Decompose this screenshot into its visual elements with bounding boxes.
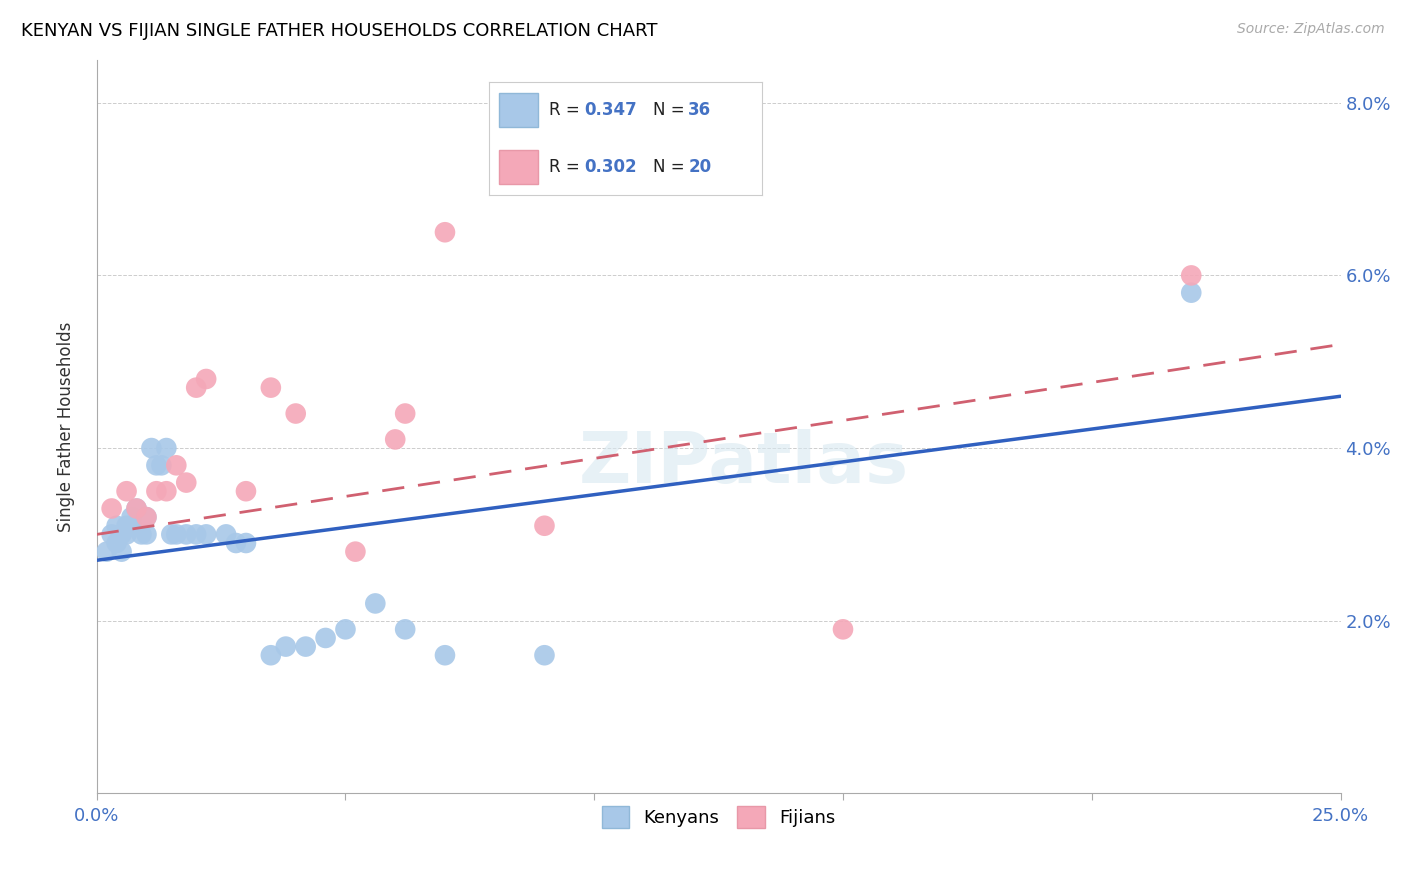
Point [533, 518, 555, 533]
Point [195, 527, 218, 541]
Point [155, 484, 177, 499]
Point [186, 527, 208, 541]
Point [394, 623, 416, 637]
Point [125, 501, 148, 516]
Point [135, 510, 157, 524]
Point [215, 527, 238, 541]
Point [235, 484, 257, 499]
Point [100, 501, 122, 516]
Point [384, 433, 406, 447]
Point [274, 640, 297, 654]
Point [160, 527, 183, 541]
Point [145, 484, 167, 499]
Point [364, 596, 387, 610]
Point [155, 441, 177, 455]
Point [115, 518, 138, 533]
Point [105, 536, 128, 550]
Text: ZIPatlas: ZIPatlas [578, 429, 908, 498]
Point [105, 518, 128, 533]
Point [110, 544, 132, 558]
Point [125, 501, 148, 516]
Point [1180, 285, 1202, 300]
Point [150, 458, 173, 473]
Text: KENYAN VS FIJIAN SINGLE FATHER HOUSEHOLDS CORRELATION CHART: KENYAN VS FIJIAN SINGLE FATHER HOUSEHOLD… [21, 22, 658, 40]
Point [394, 407, 416, 421]
Point [174, 527, 197, 541]
Point [135, 527, 157, 541]
Point [110, 527, 132, 541]
Point [225, 536, 247, 550]
Point [100, 527, 122, 541]
Point [260, 648, 283, 663]
Point [315, 631, 337, 645]
Point [135, 510, 157, 524]
Point [294, 640, 316, 654]
Point [186, 381, 208, 395]
Y-axis label: Single Father Households: Single Father Households [58, 321, 75, 532]
Point [165, 527, 187, 541]
Text: Source: ZipAtlas.com: Source: ZipAtlas.com [1237, 22, 1385, 37]
Point [335, 623, 357, 637]
Point [96, 544, 118, 558]
Point [121, 518, 143, 533]
Point [121, 510, 143, 524]
Point [195, 372, 218, 386]
Point [174, 475, 197, 490]
Point [344, 544, 367, 558]
Point [433, 225, 456, 239]
Point [131, 527, 153, 541]
Point [284, 407, 307, 421]
Point [433, 648, 456, 663]
Point [145, 458, 167, 473]
Point [533, 648, 555, 663]
Point [115, 527, 138, 541]
Point [165, 458, 187, 473]
Point [260, 381, 283, 395]
Point [235, 536, 257, 550]
Point [1180, 268, 1202, 283]
Point [141, 441, 163, 455]
Legend: Kenyans, Fijians: Kenyans, Fijians [595, 799, 842, 836]
Point [115, 484, 138, 499]
Point [832, 623, 855, 637]
